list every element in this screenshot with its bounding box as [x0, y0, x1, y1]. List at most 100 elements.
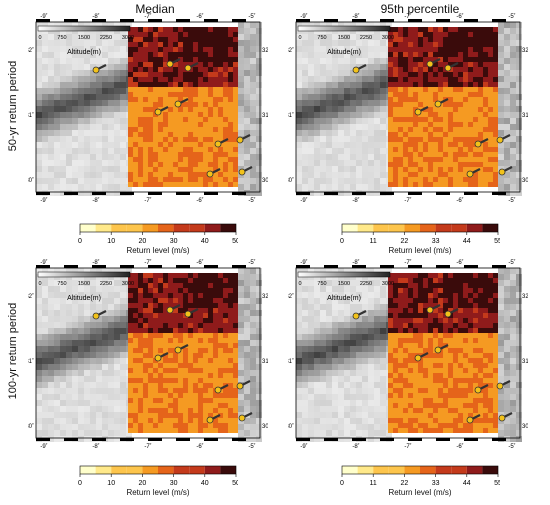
station-dot	[185, 65, 191, 71]
frame-tick	[64, 192, 78, 195]
longitude-tick-top: -7˚	[144, 259, 151, 266]
station-dot	[435, 347, 441, 353]
colorbar-segment	[436, 224, 452, 232]
altitude-tick: 2250	[360, 281, 372, 287]
latitude-tick-right: 32˚	[262, 293, 268, 300]
altitude-tick: 750	[57, 281, 66, 287]
station-dot	[445, 65, 451, 71]
longitude-tick-top: -9˚	[40, 259, 47, 266]
return-level-layer	[388, 27, 498, 187]
colorbar-tick: 55	[494, 480, 500, 487]
altitude-colorbar	[38, 26, 130, 31]
colorbar-segment	[174, 466, 190, 474]
frame-tick	[492, 19, 506, 22]
longitude-tick-top: -5˚	[508, 259, 515, 266]
station-dot	[427, 307, 433, 313]
frame-tick	[64, 265, 78, 268]
colorbar-segment	[342, 224, 358, 232]
frame-tick	[204, 265, 218, 268]
station-dot	[445, 311, 451, 317]
altitude-legend-title: Altitude(m)	[327, 49, 361, 56]
frame-tick	[436, 192, 450, 195]
altitude-tick: 2250	[100, 281, 112, 287]
altitude-legend-title: Altitude(m)	[67, 49, 101, 56]
colorbar-tick: 20	[139, 480, 147, 487]
altitude-tick: 3000	[122, 281, 134, 287]
colorbar-segment	[96, 466, 112, 474]
frame-tick	[64, 438, 78, 441]
colorbar-segment	[205, 466, 221, 474]
colorbar-segment	[467, 224, 483, 232]
station-dot	[237, 383, 243, 389]
frame-tick	[176, 19, 190, 22]
longitude-tick-top: -8˚	[92, 259, 99, 266]
latitude-tick-left: 31˚	[288, 112, 294, 119]
colorbar-segment	[96, 224, 112, 232]
latitude-tick-right: 31˚	[522, 358, 528, 365]
station-dot	[435, 101, 441, 107]
colorbar-tick: 20	[139, 238, 147, 245]
frame-tick	[352, 192, 366, 195]
colorbar-tick: 11	[370, 238, 377, 245]
altitude-tick: 0	[38, 281, 41, 287]
longitude-tick-bottom: -9˚	[40, 443, 47, 448]
longitude-tick-top: -9˚	[300, 13, 307, 20]
station-dot	[155, 109, 161, 115]
map-median-50yr: -9˚-9˚-8˚-8˚-7˚-7˚-6˚-6˚-5˚-5˚32˚32˚31˚3…	[28, 12, 268, 202]
colorbar-tick: 40	[201, 480, 209, 487]
station-dot	[475, 387, 481, 393]
colorbar-segment	[205, 224, 221, 232]
longitude-tick-bottom: -5˚	[508, 443, 515, 448]
colorbar-tick: 30	[170, 238, 178, 245]
longitude-tick-top: -6˚	[456, 259, 463, 266]
longitude-tick-top: -5˚	[248, 259, 255, 266]
latitude-tick-right: 30˚	[262, 177, 268, 184]
longitude-tick-bottom: -8˚	[92, 197, 99, 202]
longitude-tick-top: -8˚	[352, 259, 359, 266]
frame-tick	[492, 265, 506, 268]
colorbar-segment	[158, 466, 174, 474]
colorbar-segment	[404, 224, 420, 232]
altitude-tick: 3000	[382, 35, 394, 41]
longitude-tick-top: -8˚	[352, 13, 359, 20]
station-dot	[475, 141, 481, 147]
row-title-100yr: 100-yr return period	[7, 296, 19, 406]
station-dot	[427, 61, 433, 67]
latitude-tick-right: 32˚	[262, 47, 268, 54]
frame-tick	[380, 192, 394, 195]
longitude-tick-top: -7˚	[144, 13, 151, 20]
latitude-tick-right: 32˚	[522, 47, 528, 54]
frame-tick	[492, 438, 506, 441]
longitude-tick-bottom: -7˚	[404, 443, 411, 448]
colorbar-segment	[189, 466, 205, 474]
station-dot	[93, 67, 99, 73]
latitude-tick-left: 30˚	[28, 177, 34, 184]
colorbar-tick: 22	[401, 480, 409, 487]
colorbar-label-median-100yr: Return level (m/s)	[78, 488, 238, 497]
map-median-100yr: -9˚-9˚-8˚-8˚-7˚-7˚-6˚-6˚-5˚-5˚32˚32˚31˚3…	[28, 258, 268, 448]
colorbar-segment	[451, 466, 467, 474]
frame-tick	[148, 438, 162, 441]
altitude-tick: 3000	[122, 35, 134, 41]
colorbar-segment	[220, 466, 236, 474]
colorbar-tick: 0	[340, 480, 344, 487]
altitude-tick: 1500	[78, 35, 90, 41]
station-dot	[239, 415, 245, 421]
frame-tick	[232, 438, 246, 441]
colorbar-label-p95-50yr: Return level (m/s)	[340, 246, 500, 255]
latitude-tick-left: 30˚	[288, 423, 294, 430]
colorbar-tick: 22	[401, 238, 409, 245]
frame-tick	[380, 19, 394, 22]
longitude-tick-top: -9˚	[300, 259, 307, 266]
frame-tick	[176, 192, 190, 195]
longitude-tick-bottom: -9˚	[300, 443, 307, 448]
altitude-colorbar	[298, 26, 390, 31]
altitude-tick: 750	[57, 35, 66, 41]
station-dot	[415, 109, 421, 115]
station-dot	[237, 137, 243, 143]
altitude-legend-title: Altitude(m)	[327, 295, 361, 302]
frame-tick	[120, 438, 134, 441]
longitude-tick-top: -8˚	[92, 13, 99, 20]
frame-tick	[120, 192, 134, 195]
frame-tick	[204, 192, 218, 195]
